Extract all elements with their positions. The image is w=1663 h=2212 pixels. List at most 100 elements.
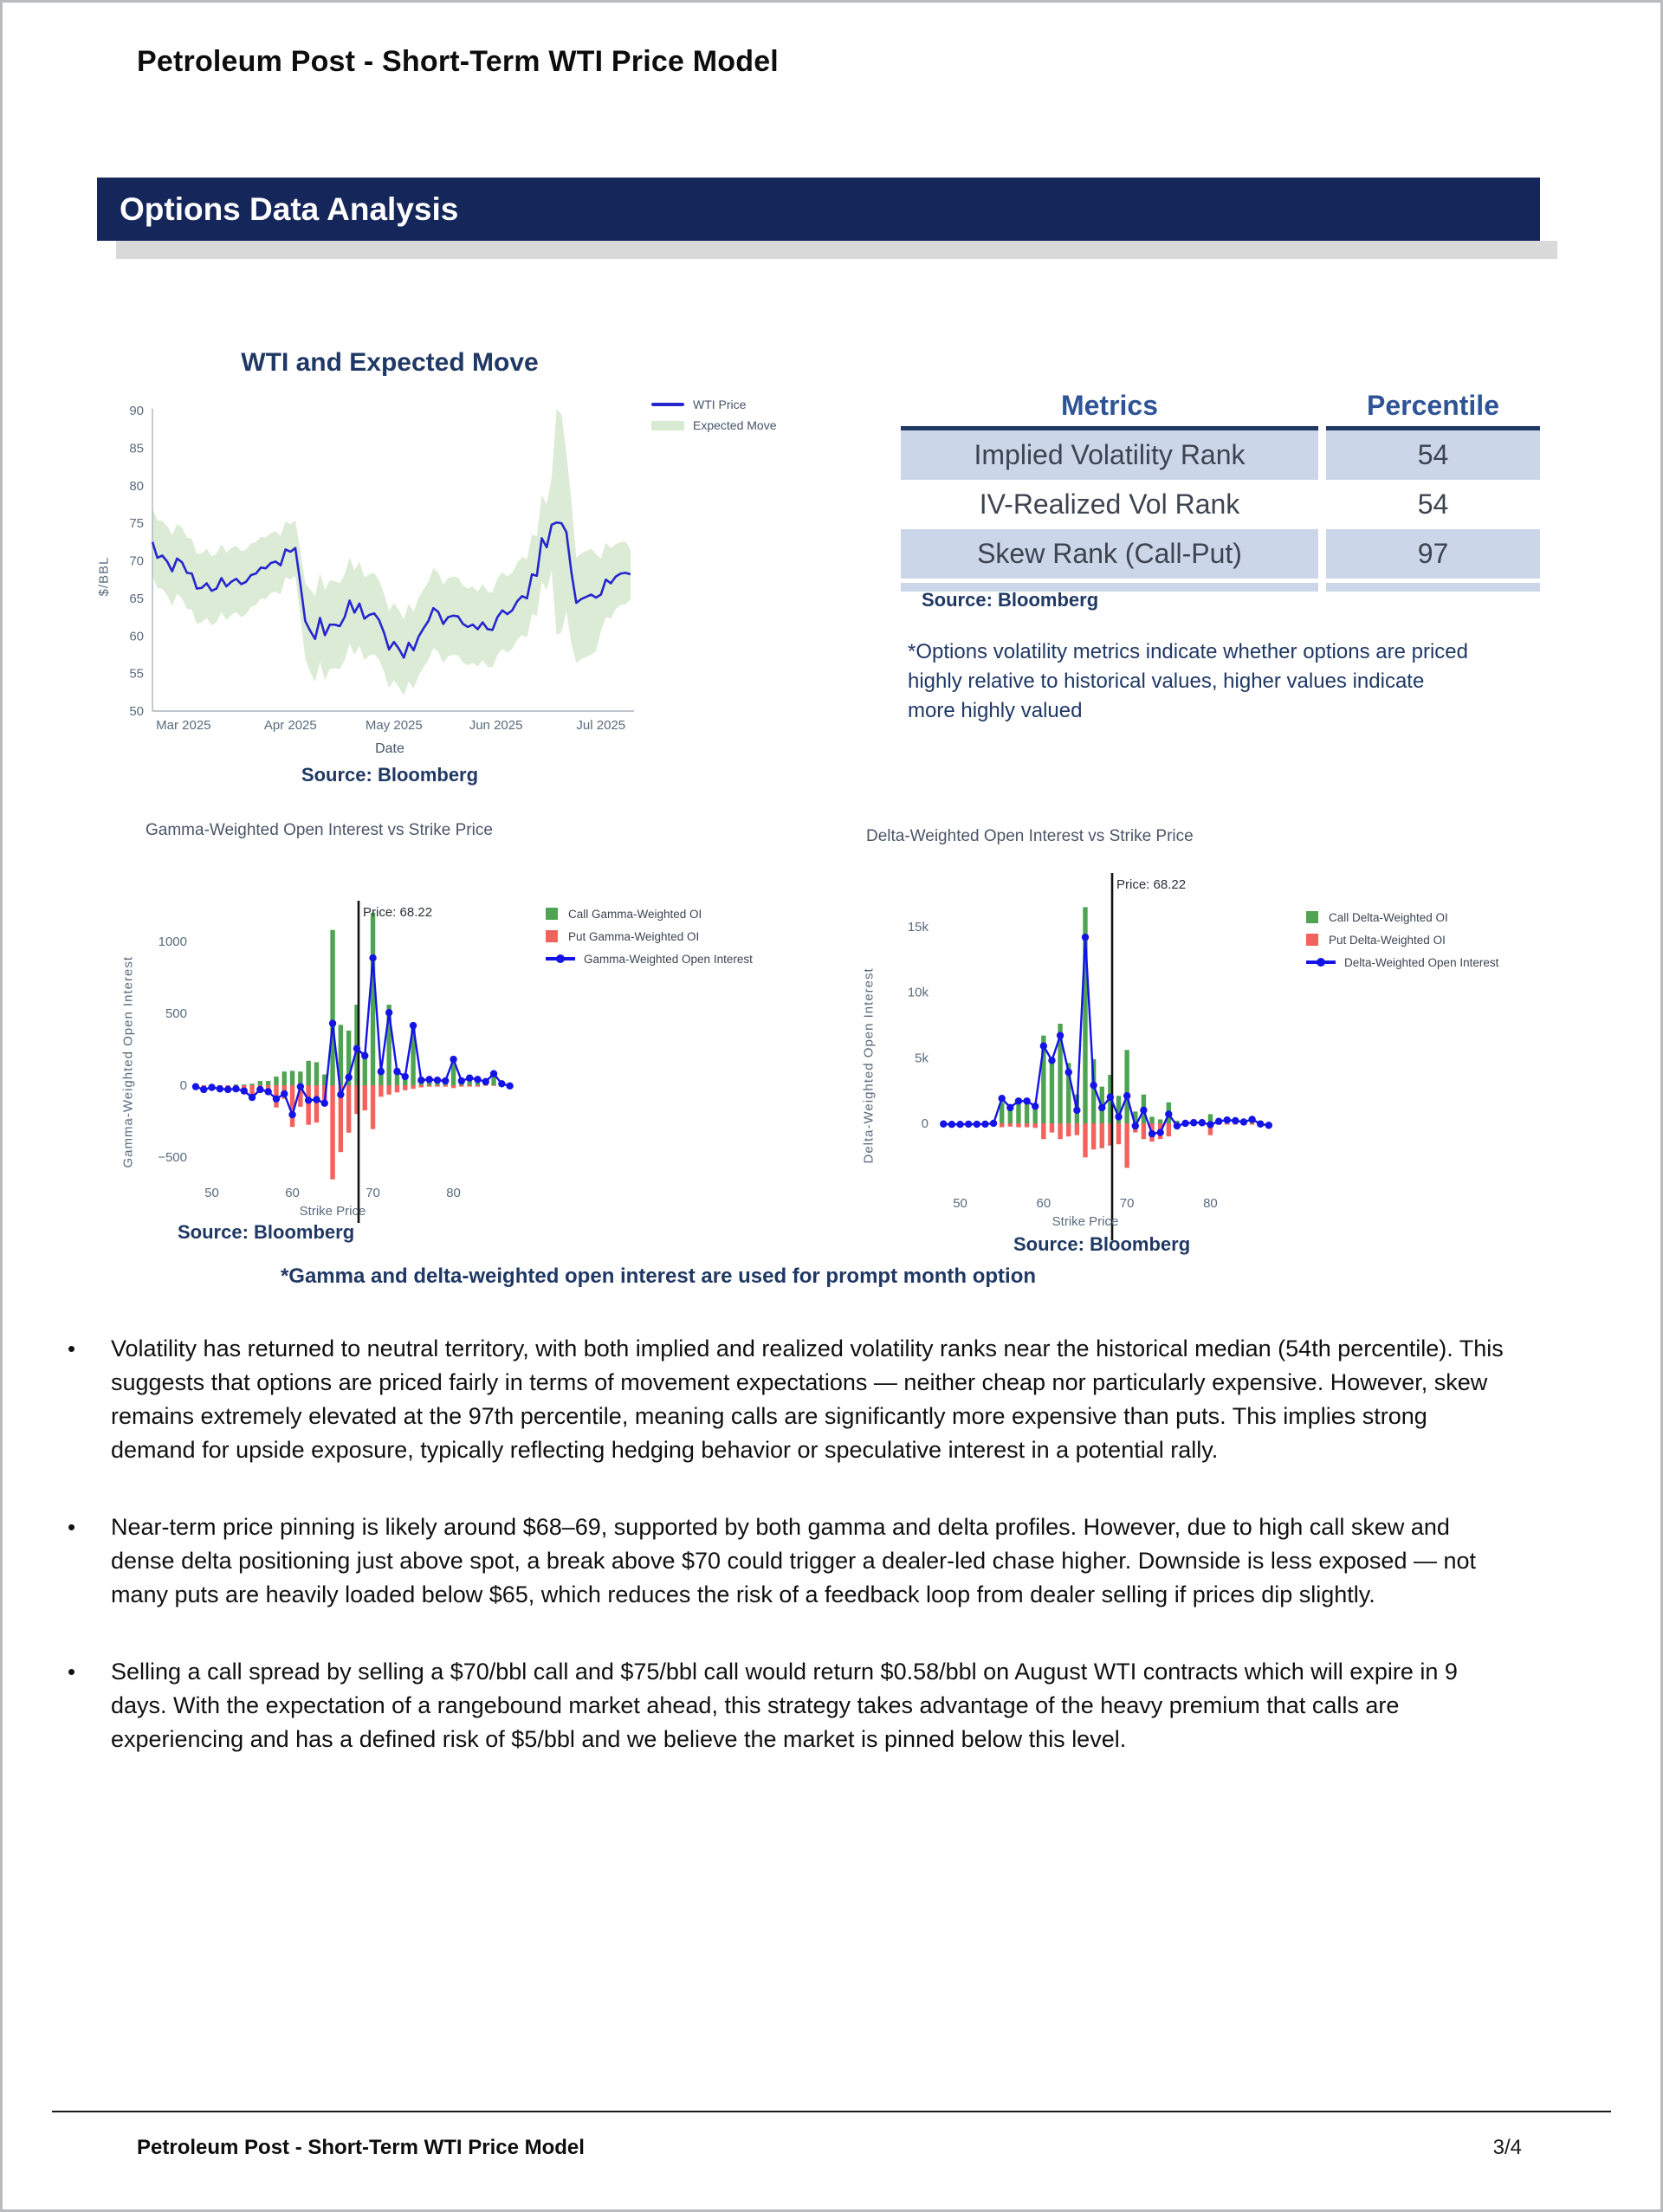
- svg-text:50: 50: [204, 1186, 219, 1200]
- svg-text:Apr 2025: Apr 2025: [264, 718, 317, 733]
- metric-value: 54: [1326, 430, 1540, 480]
- legend-item-net: Gamma-Weighted Open Interest: [546, 948, 753, 970]
- delta-chart-title: Delta-Weighted Open Interest vs Strike P…: [866, 827, 1194, 845]
- bullet-text: Near-term price pinning is likely around…: [111, 1514, 1476, 1607]
- table-row: Implied Volatility Rank 54: [901, 430, 1540, 480]
- svg-text:15k: 15k: [908, 920, 929, 935]
- footer-divider: [52, 2111, 1611, 2112]
- svg-text:Price: 68.22: Price: 68.22: [363, 905, 432, 920]
- delta-legend: Call Delta-Weighted OI Put Delta-Weighte…: [1306, 906, 1498, 973]
- svg-text:Jun 2025: Jun 2025: [469, 718, 523, 733]
- net-line-swatch: [546, 953, 575, 965]
- svg-text:80: 80: [129, 479, 144, 494]
- svg-text:50: 50: [953, 1196, 967, 1211]
- table-source: Source: Bloomberg: [922, 589, 1099, 611]
- svg-text:80: 80: [1203, 1196, 1218, 1211]
- wti-legend-label: WTI Price: [693, 398, 747, 411]
- svg-text:90: 90: [129, 404, 144, 418]
- column-gap: [1318, 529, 1326, 579]
- bullet-item: • Selling a call spread by selling a $70…: [68, 1655, 1516, 1756]
- wti-x-axis-label: Date: [375, 741, 404, 756]
- svg-text:60: 60: [1036, 1196, 1051, 1211]
- legend-item-put: Put Gamma-Weighted OI: [546, 925, 753, 948]
- svg-text:5k: 5k: [915, 1051, 929, 1065]
- expected-move-band-swatch: [651, 420, 684, 430]
- legend-label: Delta-Weighted Open Interest: [1344, 955, 1499, 969]
- column-gap: [1318, 480, 1326, 529]
- svg-text:Jul 2025: Jul 2025: [576, 718, 625, 733]
- svg-text:65: 65: [129, 592, 144, 606]
- table-row: Skew Rank (Call-Put) 97: [901, 529, 1540, 579]
- svg-text:75: 75: [129, 516, 144, 531]
- svg-text:Price: 68.22: Price: 68.22: [1116, 877, 1186, 892]
- table-row: IV-Realized Vol Rank 54: [901, 480, 1540, 529]
- bullet-item: • Near-term price pinning is likely arou…: [68, 1510, 1516, 1612]
- metric-value: 97: [1326, 529, 1540, 579]
- delta-source: Source: Bloomberg: [1013, 1233, 1191, 1255]
- bullet-marker: •: [68, 1336, 76, 1361]
- banner-shadow: [116, 241, 1557, 259]
- bullet-text: Selling a call spread by selling a $70/b…: [111, 1659, 1458, 1752]
- svg-text:May 2025: May 2025: [366, 718, 423, 733]
- page-number: 3/4: [1492, 2136, 1522, 2159]
- svg-text:1000: 1000: [159, 935, 187, 949]
- column-gap: [1318, 430, 1326, 480]
- svg-text:Mar 2025: Mar 2025: [156, 718, 210, 733]
- svg-text:70: 70: [129, 554, 144, 569]
- gamma-source: Source: Bloomberg: [178, 1221, 355, 1243]
- svg-text:60: 60: [285, 1186, 300, 1200]
- call-swatch: [546, 908, 558, 920]
- legend-item-put: Put Delta-Weighted OI: [1306, 928, 1498, 951]
- wti-chart: 50 55 60 65 70 75 80 85 90 Mar 2025 Apr 2025 May 20…: [129, 404, 634, 733]
- wti-legend-item-price: WTI Price: [651, 394, 777, 415]
- svg-text:10k: 10k: [908, 986, 929, 1000]
- wti-legend-label: Expected Move: [693, 418, 777, 432]
- delta-chart: Price: 68.22 0 5k 10k 15k 50 60 70 80: [908, 873, 1273, 1240]
- bullet-text: Volatility has returned to neutral terri…: [111, 1336, 1504, 1463]
- column-gap: [1318, 583, 1326, 592]
- svg-text:0: 0: [922, 1116, 929, 1131]
- wti-chart-title: WTI and Expected Move: [241, 348, 539, 377]
- bullet-marker: •: [68, 1514, 76, 1540]
- gamma-chart-title: Gamma-Weighted Open Interest vs Strike P…: [146, 821, 493, 839]
- page-title: Petroleum Post - Short-Term WTI Price Mo…: [137, 45, 779, 78]
- gamma-chart: Price: 68.22 −500 0 500 1000 50 60 70 80: [158, 901, 514, 1223]
- legend-item-call: Call Delta-Weighted OI: [1306, 906, 1498, 928]
- legend-item-call: Call Gamma-Weighted OI: [546, 902, 753, 925]
- wti-legend: WTI Price Expected Move: [651, 394, 777, 436]
- strip: [1326, 583, 1540, 592]
- svg-text:55: 55: [129, 667, 144, 682]
- legend-label: Put Delta-Weighted OI: [1329, 933, 1446, 947]
- table-header-row: Metrics Percentile: [901, 388, 1540, 430]
- svg-text:−500: −500: [158, 1150, 187, 1165]
- svg-text:70: 70: [366, 1186, 380, 1200]
- bullet-item: • Volatility has returned to neutral ter…: [68, 1332, 1516, 1467]
- svg-text:500: 500: [165, 1006, 187, 1021]
- svg-text:60: 60: [129, 629, 144, 644]
- metric-value: 54: [1417, 488, 1449, 520]
- svg-text:85: 85: [129, 441, 144, 456]
- legend-item-net: Delta-Weighted Open Interest: [1306, 951, 1498, 973]
- put-swatch: [1306, 934, 1318, 946]
- gamma-x-axis-label: Strike Price: [299, 1204, 366, 1219]
- net-line-swatch: [1306, 956, 1336, 968]
- wti-price-line-swatch: [651, 403, 684, 406]
- svg-text:80: 80: [446, 1186, 461, 1200]
- bullet-marker: •: [68, 1659, 76, 1685]
- footer-title: Petroleum Post - Short-Term WTI Price Mo…: [137, 2136, 585, 2159]
- analysis-bullets: • Volatility has returned to neutral ter…: [68, 1332, 1516, 1800]
- legend-label: Gamma-Weighted Open Interest: [584, 952, 753, 966]
- percentile-header: Percentile: [1326, 388, 1540, 430]
- strip: [901, 583, 1318, 592]
- wti-legend-item-band: Expected Move: [651, 415, 777, 436]
- column-gap: [1318, 388, 1326, 430]
- metric-name: Skew Rank (Call-Put): [901, 529, 1318, 579]
- section-banner: Options Data Analysis: [97, 178, 1540, 241]
- put-swatch: [546, 930, 558, 942]
- table-footer-strip: [901, 583, 1540, 592]
- call-swatch: [1306, 911, 1318, 923]
- delta-x-axis-label: Strike Price: [1052, 1214, 1119, 1229]
- oi-footnote: *Gamma and delta-weighted open interest …: [280, 1264, 1037, 1288]
- wti-source: Source: Bloomberg: [301, 764, 479, 786]
